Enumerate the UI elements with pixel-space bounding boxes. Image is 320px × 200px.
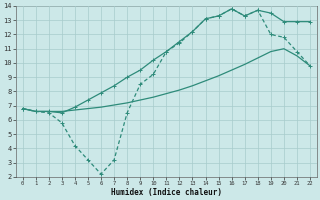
X-axis label: Humidex (Indice chaleur): Humidex (Indice chaleur) [111, 188, 222, 197]
